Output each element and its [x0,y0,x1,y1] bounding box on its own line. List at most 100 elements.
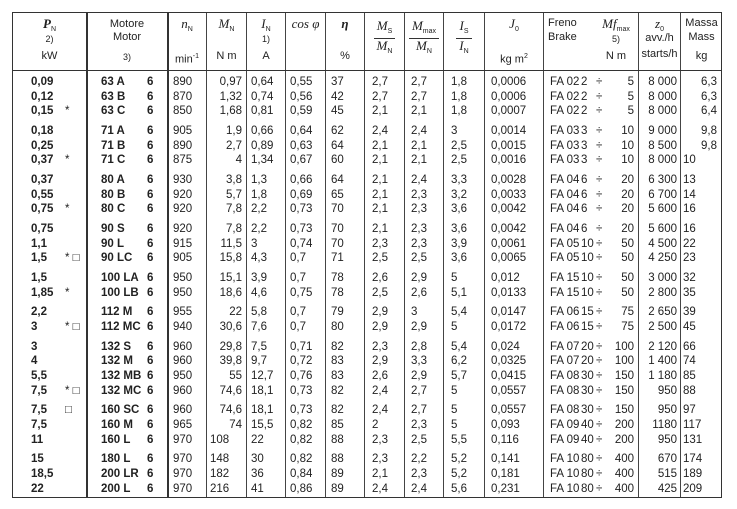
mmax-den-sub: N [426,48,432,56]
cell-brake-max-torque: 5 [627,105,634,118]
cell-cos-phi: 0,82 [290,453,313,466]
cell-speed: 960 [173,340,193,353]
table-row: 15 180 L 6 970 148 30 0,82 88 2,3 2,2 5,2 0,141 FA 1… [13,452,721,466]
cell-poles: 6 [147,355,154,368]
cell-start-current-ratio: 3,9 [451,237,467,250]
brake-note: 5) [611,34,620,44]
cell-start-current-ratio: 3,3 [451,174,467,186]
cell-max-torque-ratio: 2,3 [411,203,427,216]
cell-cos-phi: 0,66 [290,174,313,186]
cell-brake-max-torque: 400 [614,453,634,466]
cell-start-current-ratio: 3,6 [451,223,467,235]
column-divider [86,13,88,497]
cell-mass: 9,8 [701,125,717,137]
cell-start-torque-ratio: 2 [372,419,379,431]
cell-torque: 1,32 [219,90,242,103]
cell-inertia: 0,0007 [491,105,527,118]
cell-max-torque-ratio: 2,1 [411,139,427,152]
cell-speed: 920 [173,223,193,235]
cell-range-separator: ÷ [596,286,603,299]
table-row: 7,5 160 M 6 965 74 15,5 0,82 85 2 2,3 5 0,093 FA 09 4… [13,418,721,432]
cell-mass: 16 [683,223,696,235]
power-symbol: P [42,16,51,31]
cell-motor-type: 90 S [101,223,125,235]
power-note: 2) [45,34,54,44]
table-row: 2,2 112 M 6 955 22 5,8 0,7 79 2,9 3 5,4 0,0147 FA 06… [13,305,721,319]
cell-brake-model: FA 09 [550,433,580,446]
cell-poles: 6 [147,174,154,186]
cell-starts-per-hour: 1 180 [648,370,677,382]
cell-torque: 55 [229,370,242,382]
cell-mass: 189 [683,468,703,480]
cell-marker: * □ [65,384,80,397]
cell-range-separator: ÷ [596,370,603,382]
current-symbol: I [261,16,266,31]
cell-mass: 6,3 [701,76,717,88]
cell-max-torque-ratio: 2,7 [411,76,427,88]
cell-range-separator: ÷ [596,404,603,417]
cell-efficiency: 65 [331,188,344,201]
cell-power: 4 [31,355,38,368]
cell-brake-max-torque: 150 [614,404,634,417]
cell-motor-type: 132 MB [101,370,142,382]
cell-torque: 3,8 [226,174,242,186]
cell-brake-max-torque: 400 [614,468,634,480]
table-row: 1,85 * 100 LB 6 950 18,6 4,6 0,75 78 2,5 2,6 5,1 0,0… [13,286,721,300]
cell-cos-phi: 0,55 [290,76,313,88]
cell-mass: 131 [683,433,703,446]
cell-brake-min-torque: 20 [581,340,594,353]
inertia-symbol: J [509,16,515,31]
cell-starts-per-hour: 1180 [652,419,677,431]
table-row: 0,55 80 B 6 920 5,7 1,8 0,69 65 2,1 2,3 3,2 0,0033 F… [13,188,721,202]
cell-start-current-ratio: 5 [451,272,458,284]
cell-torque: 74 [229,419,242,431]
cell-inertia: 0,0042 [491,223,527,235]
header-start-torque-ratio: MS MN [365,13,404,70]
cell-inertia: 0,0016 [491,154,527,167]
power-unit: kW [41,50,58,62]
ms-num-sub: S [387,28,393,36]
column-divider [404,13,405,497]
cos-phi-label: cos φ [291,16,320,31]
column-divider [443,13,444,497]
cell-speed: 870 [173,90,193,103]
cell-cos-phi: 0,56 [290,90,313,103]
cell-poles: 6 [147,286,154,299]
cell-max-torque-ratio: 2,5 [411,252,427,265]
cell-brake-min-torque: 3 [581,139,588,152]
cell-poles: 6 [147,306,154,319]
table-row: 0,75 * 80 C 6 920 7,8 2,2 0,73 70 2,1 2,3 3,6 0,0042… [13,202,721,216]
cell-poles: 6 [147,76,154,88]
cell-mass: 6,4 [701,105,717,118]
cell-speed: 930 [173,174,193,186]
cell-efficiency: 88 [331,433,344,446]
cell-efficiency: 64 [331,139,344,152]
cell-current: 0,66 [251,125,274,137]
cell-start-torque-ratio: 2,6 [372,370,388,382]
cell-poles: 6 [147,468,154,480]
cell-cos-phi: 0,76 [290,370,313,382]
cell-poles: 6 [147,125,154,137]
cell-power: 7,5 [31,404,47,417]
cell-efficiency: 78 [331,286,344,299]
cell-current: 15,5 [251,419,274,431]
header-starts: z0 avv./h starts/h [639,13,680,70]
cell-range-separator: ÷ [596,76,603,88]
table-row: 1,5 * □ 90 LC 6 905 15,8 4,3 0,7 71 2,5 2,5 3,6 0,00… [13,251,721,265]
cell-mass: 66 [683,340,696,353]
cell-start-torque-ratio: 2,7 [372,90,388,103]
cell-motor-type: 90 LC [101,252,133,265]
cell-brake-min-torque: 20 [581,355,594,368]
cell-current: 1,8 [251,188,267,201]
cell-poles: 6 [147,272,154,284]
cell-inertia: 0,0557 [491,384,527,397]
cell-current: 2,2 [251,203,267,216]
cell-poles: 6 [147,482,154,495]
cell-torque: 2,7 [226,139,242,152]
cell-brake-model: FA 15 [550,272,580,284]
cell-brake-min-torque: 6 [581,223,588,235]
cell-motor-type: 112 M [101,306,133,319]
mmax-num: M [411,18,423,33]
cell-starts-per-hour: 2 650 [648,306,677,319]
cell-brake-model: FA 06 [550,306,580,319]
